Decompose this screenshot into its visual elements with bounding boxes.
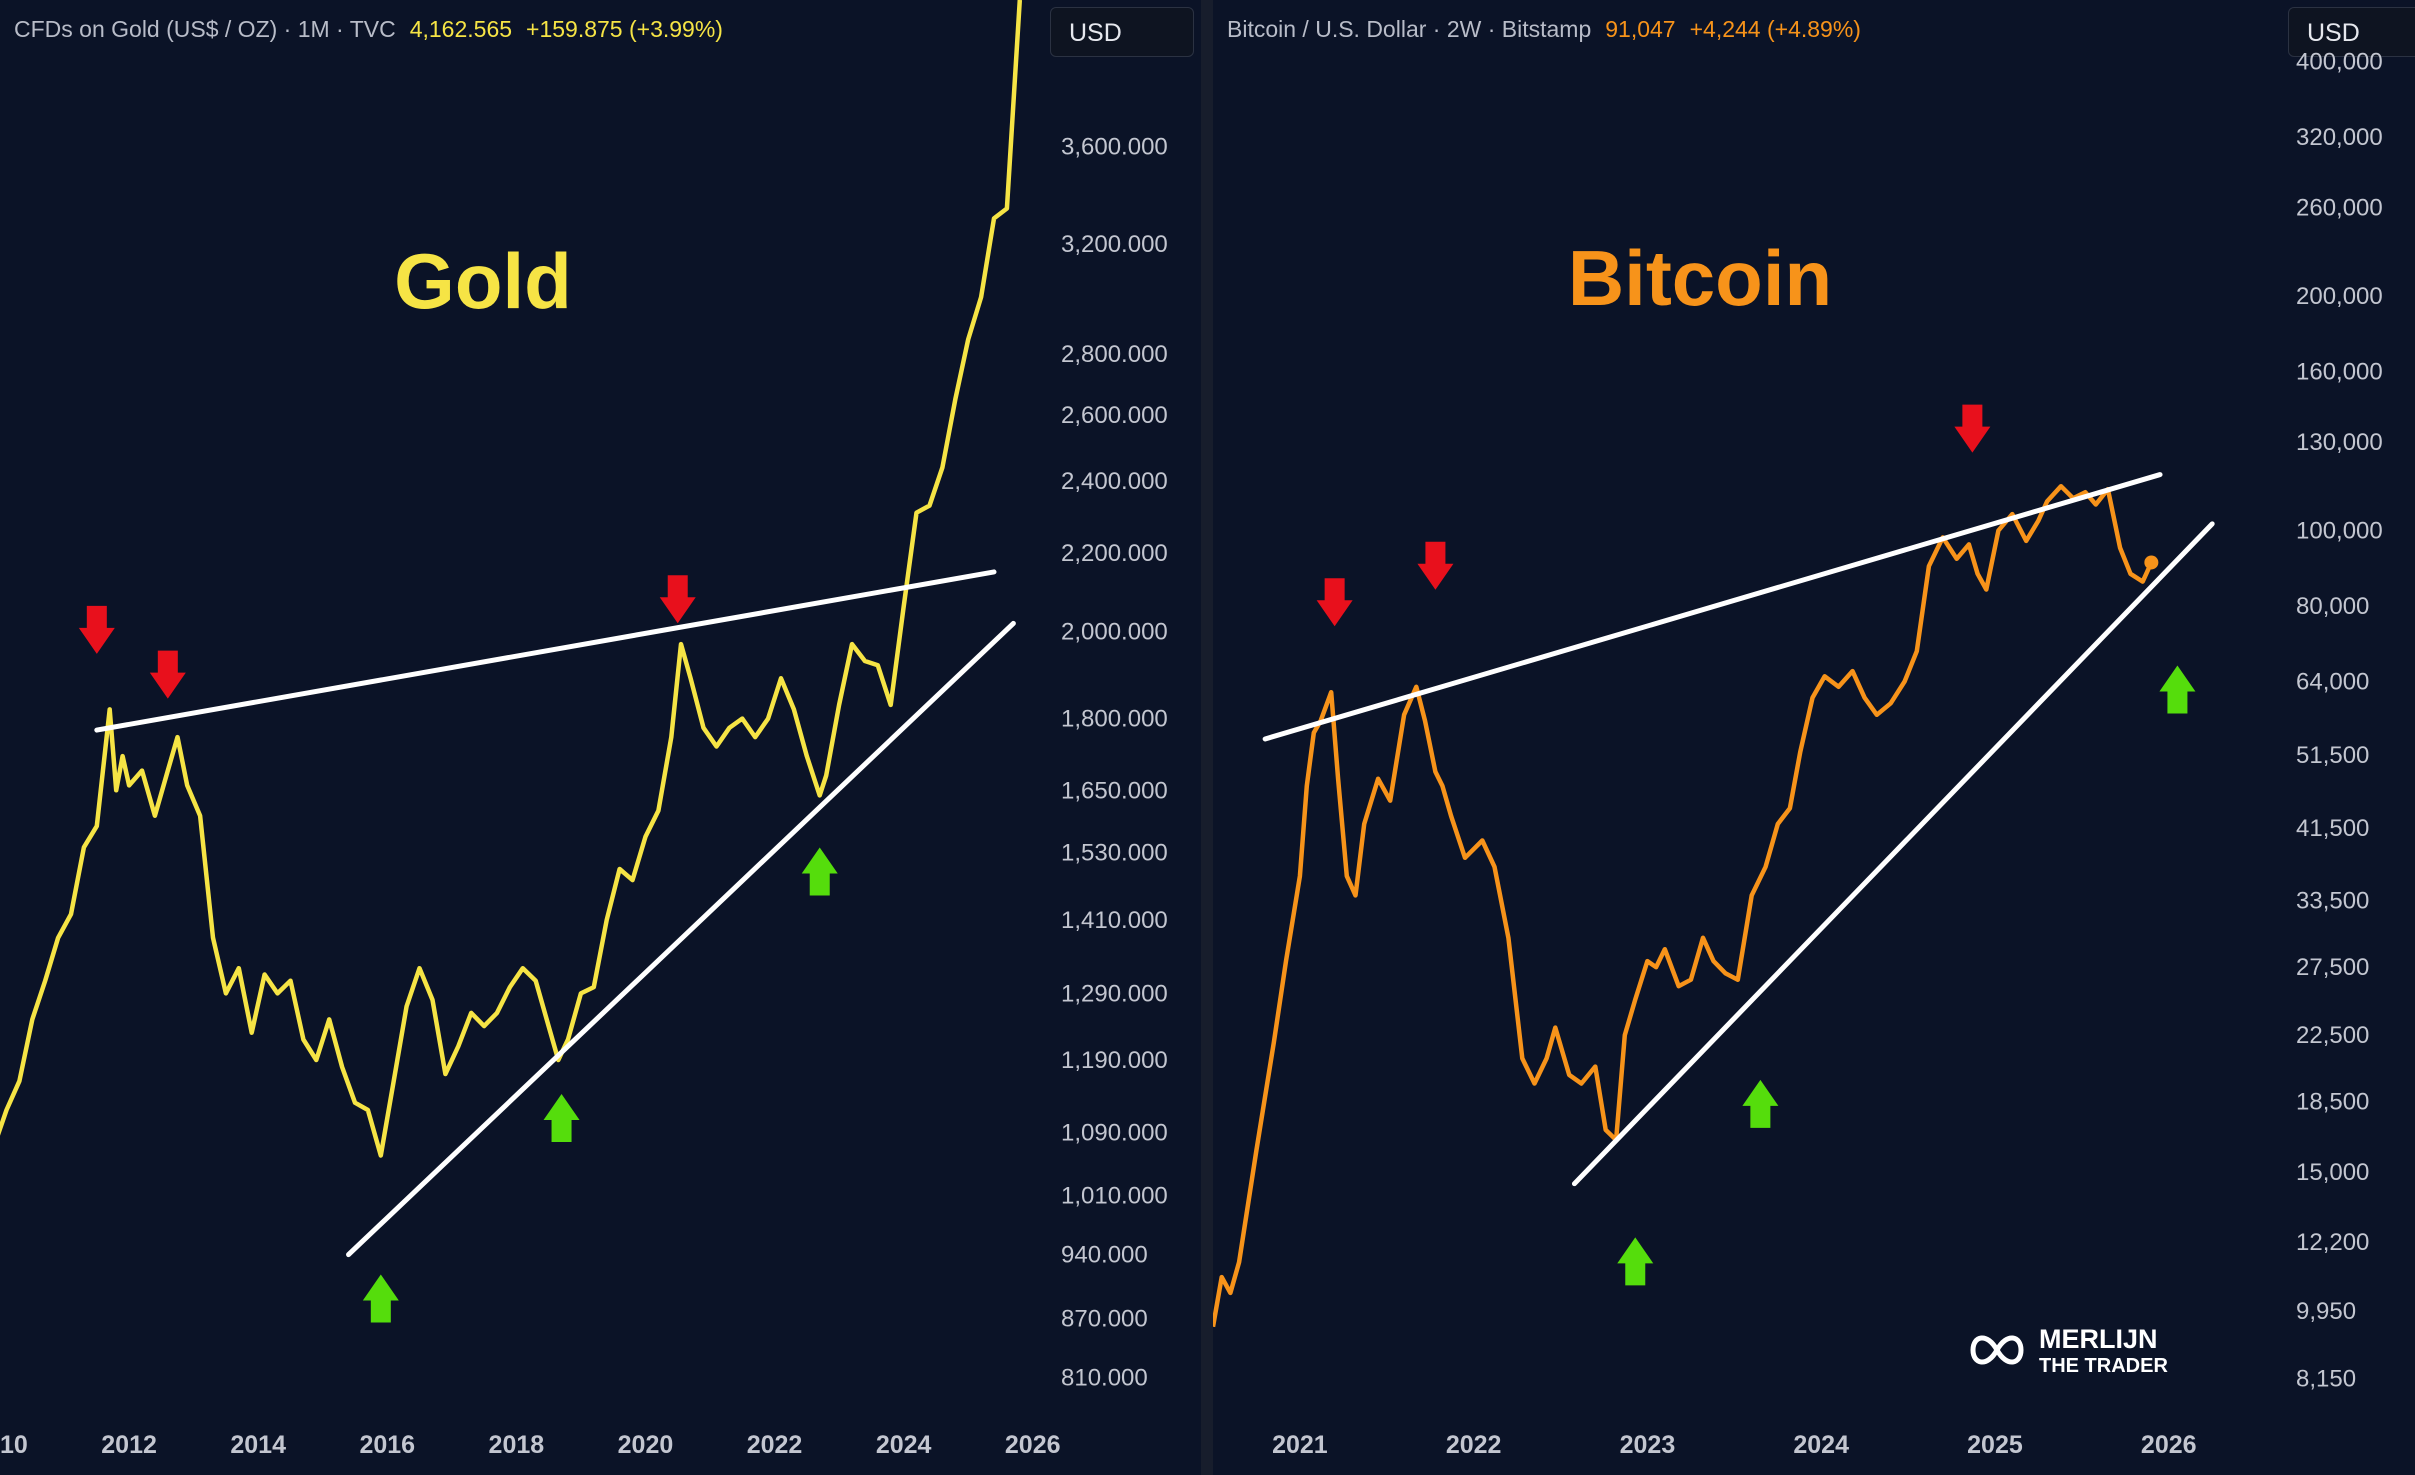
gold-y-tick-label: 810.000 [1061, 1364, 1148, 1391]
gold-y-tick-label: 1,090.000 [1061, 1119, 1168, 1146]
bitcoin-y-tick-label: 100,000 [2296, 518, 2383, 545]
gold-x-tick-label: 2024 [876, 1431, 932, 1459]
gold-y-tick-label: 1,650.000 [1061, 777, 1168, 804]
bitcoin-y-tick-label: 8,150 [2296, 1366, 2356, 1393]
gold-chart-title: Gold [394, 237, 572, 325]
bitcoin-resistance-trendline [1262, 472, 2163, 742]
bitcoin-chart-panel[interactable]: Bitcoin / U.S. Dollar · 2W · Bitstamp 91,… [1213, 0, 2415, 1475]
gold-x-tick-label: 2026 [1005, 1431, 1061, 1459]
gold-y-tick-label: 1,290.000 [1061, 980, 1168, 1007]
gold-price-line [0, 0, 1023, 1158]
gold-y-tick-label: 3,200.000 [1061, 231, 1168, 258]
bitcoin-up-arrow-icon [2159, 665, 2196, 714]
gold-chart-canvas[interactable]: 3,600.000 3,200.000 2,800.000 2,600.000 2,40… [0, 0, 1201, 1475]
bitcoin-y-tick-label: 80,000 [2296, 593, 2369, 620]
bitcoin-last-price-dot [2144, 555, 2159, 570]
bitcoin-y-tick-label: 51,500 [2296, 742, 2369, 769]
bitcoin-y-tick-label: 12,200 [2296, 1229, 2369, 1256]
bitcoin-down-arrow-icon [1417, 541, 1454, 590]
bitcoin-down-arrow-icon [1316, 578, 1353, 627]
bitcoin-y-tick-label: 320,000 [2296, 124, 2383, 151]
bitcoin-support-trendline [1571, 521, 2215, 1187]
bitcoin-x-tick-label: 2021 [1272, 1431, 1328, 1459]
gold-up-arrow-icon [543, 1094, 580, 1143]
gold-y-tick-label: 2,200.000 [1061, 540, 1168, 567]
gold-y-tick-label: 2,400.000 [1061, 468, 1168, 495]
gold-y-tick-label: 1,010.000 [1061, 1182, 1168, 1209]
bitcoin-chart-header: Bitcoin / U.S. Dollar · 2W · Bitstamp 91,… [1227, 16, 1861, 43]
gold-y-tick-label: 2,000.000 [1061, 619, 1168, 646]
bitcoin-y-tick-label: 41,500 [2296, 815, 2369, 842]
bitcoin-y-tick-label: 33,500 [2296, 887, 2369, 914]
gold-down-arrow-icon [149, 650, 186, 699]
panel-divider[interactable] [1201, 0, 1213, 1475]
bitcoin-price-line [1213, 483, 2154, 1328]
bitcoin-chart-title: Bitcoin [1568, 234, 1832, 322]
bitcoin-x-tick-label: 2025 [1967, 1431, 2023, 1459]
gold-symbol-label: CFDs on Gold (US$ / OZ) · 1M · TVC [14, 16, 396, 42]
infinity-icon [1970, 1335, 2024, 1365]
gold-x-tick-label: 2018 [489, 1431, 545, 1459]
gold-chart-panel[interactable]: CFDs on Gold (US$ / OZ) · 1M · TVC 4,162.… [0, 0, 1201, 1475]
bitcoin-x-tick-label: 2024 [1793, 1431, 1849, 1459]
bitcoin-y-tick-label: 15,000 [2296, 1159, 2369, 1186]
bitcoin-y-tick-label: 260,000 [2296, 194, 2383, 221]
bitcoin-up-arrow-icon [1617, 1237, 1654, 1286]
bitcoin-up-arrow-icon [1742, 1079, 1779, 1128]
gold-support-trendline [346, 620, 1016, 1258]
logo-text-line1: MERLIJN [2039, 1324, 2158, 1354]
merlijn-logo: MERLIJN THE TRADER [1970, 1324, 2168, 1377]
gold-x-tick-label: 2016 [359, 1431, 415, 1459]
bitcoin-price-value: 91,047 [1605, 16, 1676, 42]
gold-y-tick-label: 1,410.000 [1061, 907, 1168, 934]
gold-x-tick-label: 2010 [0, 1431, 28, 1459]
gold-up-arrow-icon [801, 847, 838, 896]
gold-down-arrow-icon [78, 605, 115, 654]
gold-y-tick-label: 1,800.000 [1061, 706, 1168, 733]
logo-text-line2: THE TRADER [2039, 1355, 2168, 1377]
gold-y-tick-label: 1,190.000 [1061, 1047, 1168, 1074]
gold-x-tick-label: 2022 [747, 1431, 803, 1459]
bitcoin-symbol-label: Bitcoin / U.S. Dollar · 2W · Bitstamp [1227, 16, 1592, 42]
gold-down-arrow-icon [659, 575, 696, 624]
gold-chart-header: CFDs on Gold (US$ / OZ) · 1M · TVC 4,162.… [14, 16, 723, 43]
gold-resistance-trendline [94, 569, 997, 733]
gold-currency-button[interactable]: USD [1050, 7, 1194, 57]
gold-y-tick-label: 2,600.000 [1061, 402, 1168, 429]
bitcoin-x-tick-label: 2022 [1446, 1431, 1502, 1459]
bitcoin-y-tick-label: 18,500 [2296, 1088, 2369, 1115]
gold-price-change: +159.875 (+3.99%) [526, 16, 723, 42]
gold-x-tick-label: 2012 [101, 1431, 157, 1459]
gold-price-value: 4,162.565 [409, 16, 513, 42]
bitcoin-y-tick-label: 64,000 [2296, 669, 2369, 696]
gold-x-tick-label: 2020 [618, 1431, 674, 1459]
gold-y-tick-label: 870.000 [1061, 1305, 1148, 1332]
gold-x-tick-label: 2014 [230, 1431, 286, 1459]
gold-y-tick-label: 2,800.000 [1061, 341, 1168, 368]
bitcoin-chart-canvas[interactable]: 400,000 320,000 260,000 200,000 160,000 130,0… [1213, 0, 2415, 1475]
bitcoin-y-tick-label: 200,000 [2296, 283, 2383, 310]
bitcoin-price-change: +4,244 (+4.89%) [1689, 16, 1861, 42]
bitcoin-currency-button[interactable]: USD [2288, 7, 2415, 57]
gold-up-arrow-icon [362, 1274, 399, 1323]
bitcoin-x-tick-label: 2023 [1620, 1431, 1676, 1459]
bitcoin-down-arrow-icon [1954, 404, 1991, 453]
bitcoin-y-tick-label: 22,500 [2296, 1022, 2369, 1049]
bitcoin-y-tick-label: 160,000 [2296, 359, 2383, 386]
gold-y-tick-label: 3,600.000 [1061, 134, 1168, 161]
bitcoin-y-tick-label: 130,000 [2296, 429, 2383, 456]
bitcoin-y-tick-label: 27,500 [2296, 954, 2369, 981]
bitcoin-y-tick-label: 9,950 [2296, 1298, 2356, 1325]
bitcoin-x-tick-label: 2026 [2141, 1431, 2197, 1459]
bitcoin-y-tick-label: 400,000 [2296, 49, 2383, 76]
gold-y-tick-label: 940.000 [1061, 1242, 1148, 1269]
gold-y-tick-label: 1,530.000 [1061, 840, 1168, 867]
